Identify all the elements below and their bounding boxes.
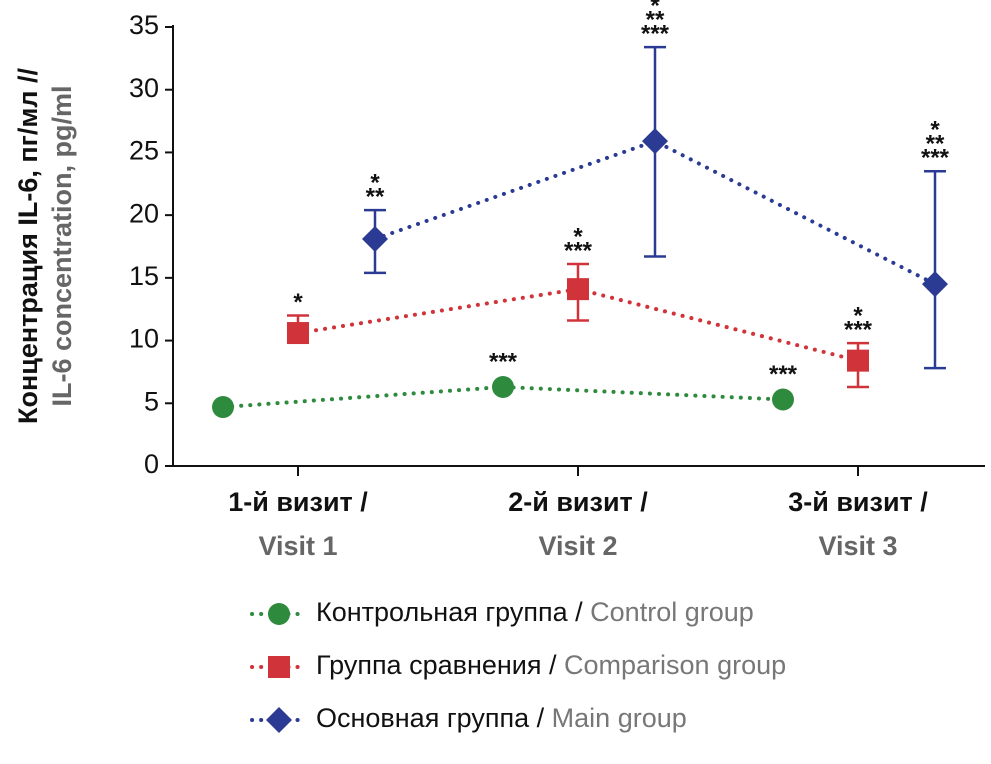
significance-label: * bbox=[853, 302, 863, 329]
significance-label: * bbox=[650, 0, 660, 19]
significance-label: *** bbox=[489, 348, 518, 375]
y-tick-label: 35 bbox=[129, 10, 159, 40]
data-point bbox=[212, 396, 234, 419]
legend-label-en: Control group bbox=[590, 597, 754, 627]
data-point bbox=[492, 375, 514, 398]
y-axis-label: Концентрация IL-6, пг/мл // bbox=[13, 67, 43, 424]
significance-label: ** bbox=[366, 183, 385, 210]
data-point bbox=[567, 278, 589, 301]
y-tick-label: 20 bbox=[129, 198, 159, 228]
significance-label: ** bbox=[926, 131, 945, 158]
significance-label: *** bbox=[769, 361, 798, 388]
x-tick-label: 2-й визит / bbox=[508, 487, 648, 517]
y-tick-label: 15 bbox=[129, 261, 159, 291]
significance-label: *** bbox=[564, 237, 593, 264]
legend-marker bbox=[268, 656, 290, 678]
series-line bbox=[373, 138, 937, 287]
data-point bbox=[847, 349, 869, 372]
y-tick-label: 10 bbox=[129, 324, 159, 354]
significance-label: * bbox=[293, 289, 303, 316]
x-tick-label: 1-й визит / bbox=[228, 487, 368, 517]
x-tick-label: 3-й визит / bbox=[788, 487, 928, 517]
legend-label: Основная группа / Main group bbox=[316, 703, 687, 733]
x-tick-label: Visit 1 bbox=[258, 531, 337, 561]
legend-label: Контрольная группа / Control group bbox=[316, 597, 754, 627]
y-tick-label: 25 bbox=[129, 136, 159, 166]
y-tick-label: 0 bbox=[144, 449, 159, 479]
significance-label: * bbox=[573, 223, 583, 250]
data-point bbox=[772, 388, 794, 411]
data-point bbox=[642, 128, 668, 155]
significance-label: *** bbox=[844, 316, 873, 343]
legend-label-ru: Контрольная группа / bbox=[316, 597, 583, 627]
legend-marker bbox=[268, 603, 290, 625]
y-tick-label: 5 bbox=[144, 386, 159, 416]
legend-label-en: Comparison group bbox=[564, 650, 786, 680]
x-tick-label: Visit 3 bbox=[818, 531, 897, 561]
significance-label: ** bbox=[646, 6, 665, 33]
legend-label-en: Main group bbox=[552, 703, 687, 733]
legend-marker bbox=[266, 707, 292, 733]
significance-label: *** bbox=[641, 20, 670, 47]
significance-label: *** bbox=[921, 145, 950, 172]
y-axis-label: IL-6 concentration, pg/ml bbox=[47, 85, 77, 406]
data-point bbox=[922, 271, 948, 298]
error-bar bbox=[924, 169, 946, 370]
legend-label-ru: Группа сравнения / bbox=[316, 650, 557, 680]
y-tick-label: 30 bbox=[129, 73, 159, 103]
legend-label: Группа сравнения / Comparison group bbox=[316, 650, 786, 680]
legend-label-ru: Основная группа / bbox=[316, 703, 545, 733]
significance-label: * bbox=[930, 117, 940, 144]
data-point bbox=[362, 225, 388, 252]
significance-label: * bbox=[370, 169, 380, 196]
data-point bbox=[287, 322, 309, 345]
x-tick-label: Visit 2 bbox=[538, 531, 617, 561]
